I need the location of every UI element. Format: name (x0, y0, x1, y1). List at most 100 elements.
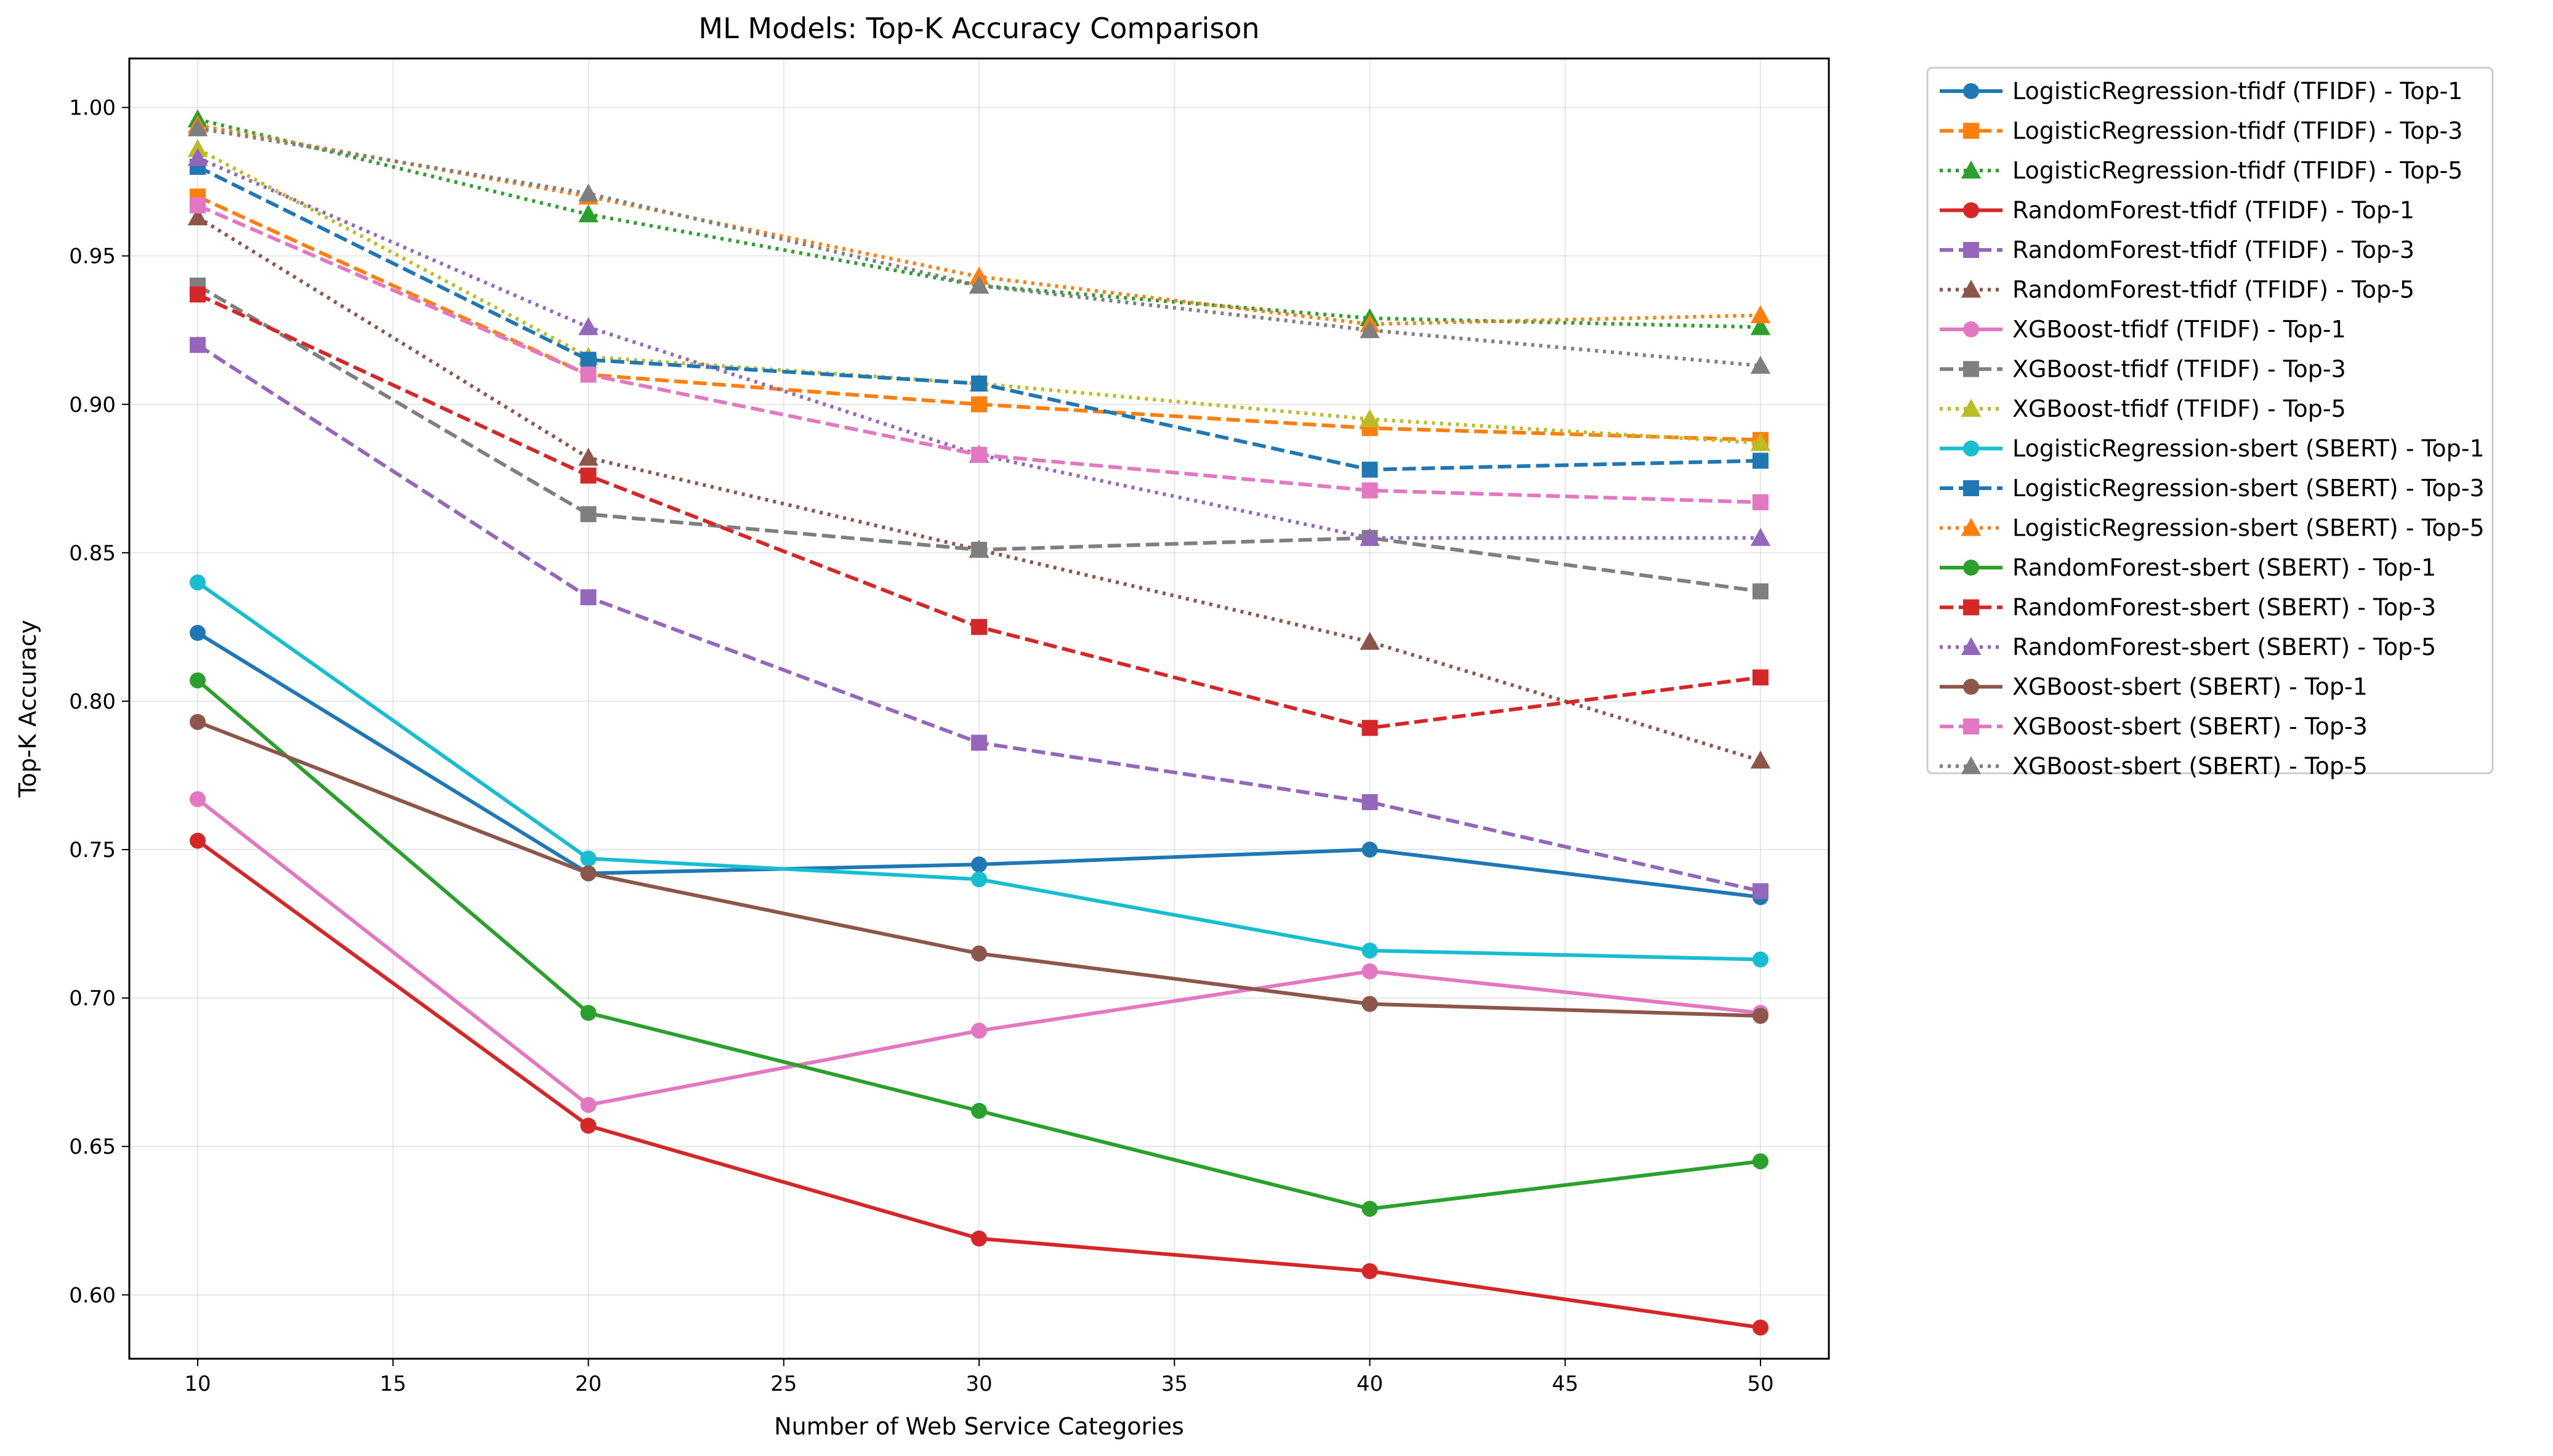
legend-label: XGBoost-tfidf (TFIDF) - Top-1 (2012, 316, 2346, 343)
data-point (187, 118, 208, 137)
data-point (1752, 883, 1769, 899)
legend-entry: RandomForest-sbert (SBERT) - Top-3 (1940, 594, 2436, 621)
series-17 (190, 197, 1769, 510)
x-tick-label: 20 (575, 1372, 602, 1396)
x-tick-label: 45 (1552, 1372, 1578, 1396)
data-point (1750, 305, 1771, 324)
data-point (971, 1103, 987, 1119)
series-14 (190, 286, 1769, 736)
data-point (971, 446, 987, 463)
data-point (1361, 942, 1378, 959)
data-point (1360, 320, 1380, 339)
legend-entry: XGBoost-tfidf (TFIDF) - Top-5 (1940, 395, 2346, 422)
legend-marker (1963, 202, 1979, 219)
legend-entry: RandomForest-tfidf (TFIDF) - Top-3 (1940, 236, 2414, 263)
legend-entry: LogisticRegression-sbert (SBERT) - Top-1 (1940, 435, 2485, 462)
x-tick-label: 30 (966, 1372, 992, 1396)
legend-entry: LogisticRegression-tfidf (TFIDF) - Top-3 (1940, 118, 2462, 145)
series-13 (190, 672, 1769, 1217)
legend-marker (1961, 160, 1982, 179)
data-point (971, 1023, 987, 1039)
legend-marker (1961, 518, 1982, 536)
data-point (580, 1096, 597, 1113)
x-tick-label: 10 (184, 1372, 211, 1396)
y-tick-label: 0.70 (69, 986, 116, 1011)
data-point (1750, 528, 1771, 546)
y-tick-label: 0.60 (69, 1283, 116, 1308)
data-point (190, 672, 206, 689)
legend-entry: XGBoost-sbert (SBERT) - Top-1 (1940, 674, 2368, 701)
y-tick-label: 0.85 (69, 541, 116, 566)
legend-marker (1961, 280, 1982, 298)
legend-entry: LogisticRegression-tfidf (TFIDF) - Top-5 (1940, 157, 2462, 184)
legend-marker (1963, 560, 1979, 576)
data-point (1361, 794, 1378, 810)
data-point (580, 1117, 597, 1134)
x-tick-label: 50 (1747, 1372, 1773, 1396)
legend-label: XGBoost-tfidf (TFIDF) - Top-5 (2012, 395, 2346, 422)
y-tick-label: 0.80 (69, 690, 116, 714)
legend-entry: RandomForest-sbert (SBERT) - Top-1 (1940, 554, 2436, 581)
data-point (190, 337, 206, 353)
data-point (1752, 1153, 1769, 1170)
data-point (1750, 433, 1771, 451)
data-point (971, 619, 987, 635)
data-point (578, 448, 599, 466)
series-7 (190, 791, 1769, 1113)
data-point (1752, 1008, 1769, 1024)
data-point (1360, 409, 1380, 427)
data-point (1361, 842, 1378, 858)
data-point (187, 207, 208, 225)
y-axis-title: Top-K Accuracy (14, 620, 41, 798)
series-16 (190, 714, 1769, 1024)
data-point (1361, 482, 1378, 499)
data-point (1752, 1319, 1769, 1336)
data-point (187, 148, 208, 166)
data-point (190, 286, 206, 303)
x-tick-label: 40 (1357, 1372, 1383, 1396)
x-tick-label: 15 (380, 1372, 406, 1396)
legend-entry: XGBoost-sbert (SBERT) - Top-5 (1940, 753, 2368, 780)
legend-entry: RandomForest-tfidf (TFIDF) - Top-5 (1940, 276, 2414, 304)
data-point (580, 589, 597, 606)
data-point (580, 366, 597, 383)
data-point (1752, 583, 1769, 600)
data-point (1750, 750, 1771, 769)
legend-label: XGBoost-sbert (SBERT) - Top-1 (2012, 674, 2368, 701)
data-point (971, 871, 987, 888)
data-point (190, 574, 206, 591)
chart-title: ML Models: Top-K Accuracy Comparison (698, 12, 1259, 45)
legend-marker (1961, 637, 1982, 655)
legend-entry: XGBoost-tfidf (TFIDF) - Top-1 (1940, 316, 2346, 343)
data-point (580, 467, 597, 484)
y-tick-label: 1.00 (69, 96, 116, 121)
series-line (196, 215, 1761, 763)
x-axis-title: Number of Web Service Categories (774, 1413, 1184, 1440)
data-point (580, 1005, 597, 1021)
legend-entry: LogisticRegression-tfidf (TFIDF) - Top-1 (1940, 78, 2462, 105)
legend-marker (1963, 123, 1979, 139)
legend-marker (1963, 361, 1979, 377)
x-axis-ticks: 10 15 20 25 30 35 40 45 50 (184, 1359, 1774, 1396)
legend-marker (1963, 718, 1979, 734)
series-5 (190, 337, 1769, 899)
legend-label: RandomForest-sbert (SBERT) - Top-5 (2012, 633, 2436, 661)
data-point (190, 832, 206, 849)
legend-label: RandomForest-tfidf (TFIDF) - Top-3 (2012, 236, 2414, 263)
data-point (578, 317, 599, 336)
data-point (578, 204, 599, 223)
data-point (1361, 1263, 1378, 1279)
data-point (580, 506, 597, 523)
y-tick-label: 0.75 (69, 838, 116, 863)
data-point (1752, 669, 1769, 686)
data-point (1361, 1201, 1378, 1217)
data-point (971, 734, 987, 751)
data-point (1360, 632, 1380, 650)
data-point (971, 1230, 987, 1247)
legend-marker (1961, 398, 1982, 417)
data-point (1361, 461, 1378, 478)
legend-marker (1963, 440, 1979, 457)
legend-marker (1963, 242, 1979, 258)
legend-marker (1963, 678, 1979, 695)
